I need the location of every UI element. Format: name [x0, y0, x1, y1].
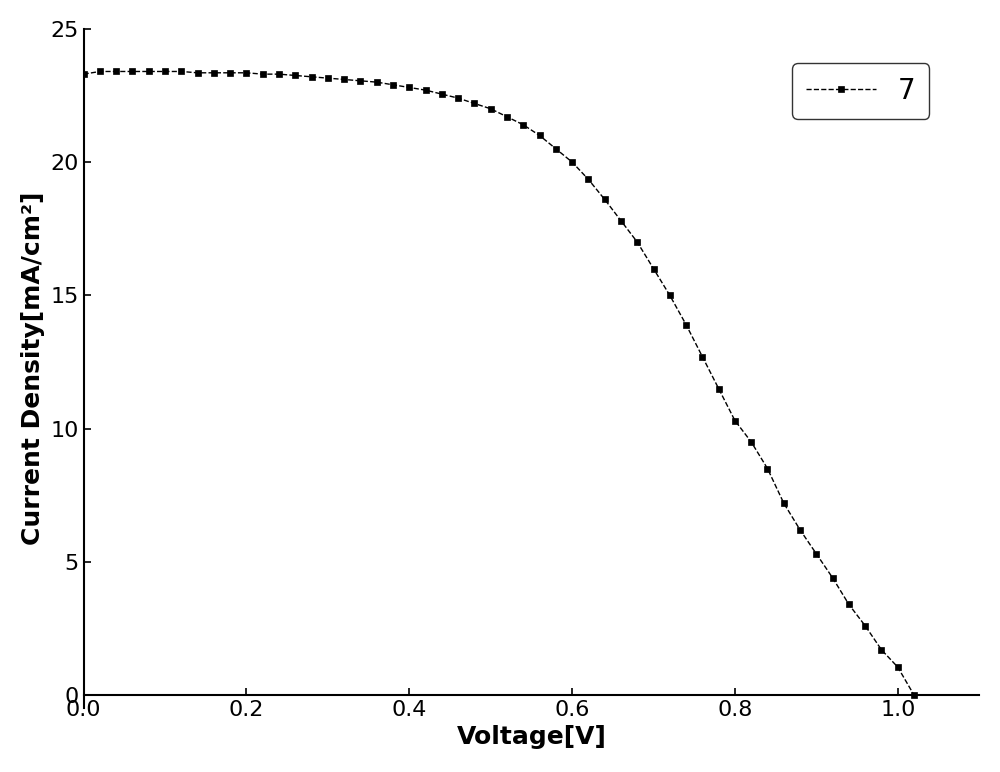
Line: 7: 7	[80, 68, 918, 699]
7	[599, 195, 611, 204]
7	[94, 67, 106, 76]
7	[859, 621, 871, 631]
7	[631, 238, 643, 247]
7	[485, 104, 497, 113]
7	[78, 69, 90, 79]
X-axis label: Voltage[V]: Voltage[V]	[456, 726, 606, 750]
7	[908, 690, 920, 699]
7	[387, 80, 399, 90]
7	[159, 67, 171, 76]
Legend: 7: 7	[792, 63, 929, 119]
Y-axis label: Current Density[mA/cm²]: Current Density[mA/cm²]	[21, 192, 45, 545]
